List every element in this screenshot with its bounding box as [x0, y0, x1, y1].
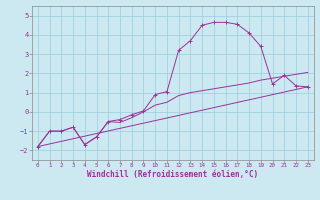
X-axis label: Windchill (Refroidissement éolien,°C): Windchill (Refroidissement éolien,°C): [87, 170, 258, 179]
